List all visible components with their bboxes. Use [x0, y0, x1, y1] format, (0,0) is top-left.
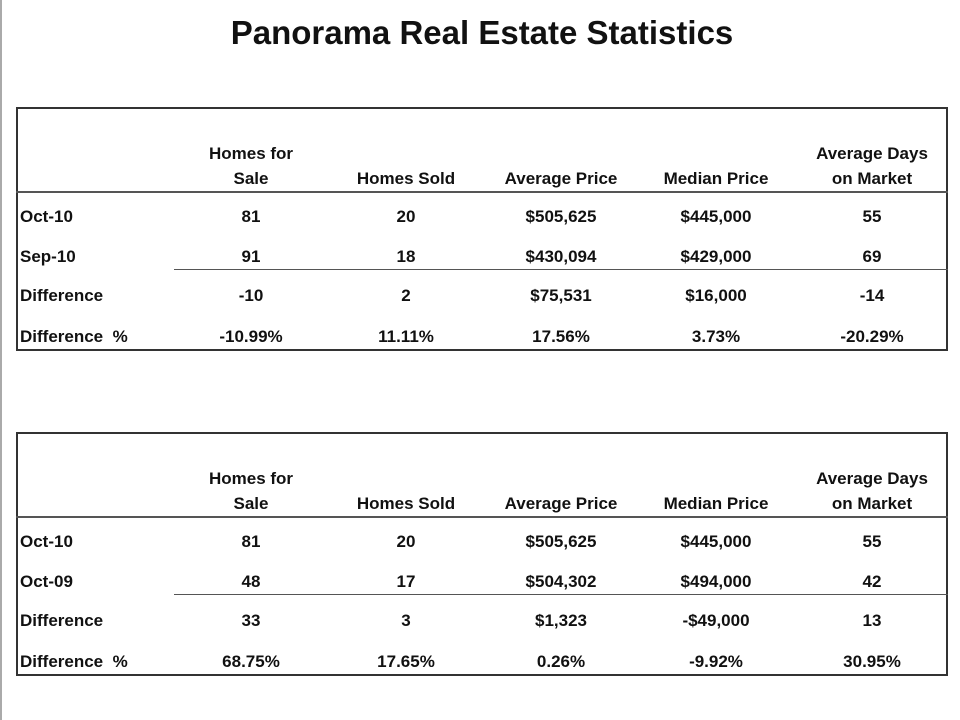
data-cell: 2 [401, 286, 411, 305]
row-label: Difference [20, 611, 104, 630]
column-header: Average Price [504, 169, 618, 188]
data-cell: -10 [238, 286, 264, 305]
column-header: Median Price [663, 169, 769, 188]
data-cell: $16,000 [685, 286, 747, 305]
data-cell: -$49,000 [682, 611, 750, 630]
column-header: Homes Sold [356, 169, 456, 188]
data-cell: $430,094 [525, 247, 597, 266]
data-cell: $505,625 [525, 207, 597, 226]
data-cell: 20 [396, 532, 416, 551]
data-cell: $445,000 [680, 532, 752, 551]
data-cell: -14 [859, 286, 885, 305]
data-cell: $75,531 [530, 286, 592, 305]
data-cell: 30.95% [843, 652, 901, 671]
header-rule [16, 516, 948, 518]
data-cell: 17.56% [532, 327, 590, 346]
row-label: Oct-10 [20, 532, 73, 551]
row-label: Difference [20, 286, 104, 305]
column-header: on Market [831, 494, 913, 513]
column-header: Median Price [663, 494, 769, 513]
column-header: Average Days [816, 469, 928, 488]
difference-rule [174, 269, 948, 270]
row-label: Difference % [20, 652, 128, 671]
data-cell: 3.73% [691, 327, 741, 346]
column-header: Homes for [208, 469, 294, 488]
column-header: Sale [233, 169, 269, 188]
data-cell: 55 [862, 532, 882, 551]
row-label: Difference % [20, 327, 128, 346]
data-cell: 42 [862, 572, 882, 591]
data-cell: 68.75% [222, 652, 280, 671]
difference-rule [174, 594, 948, 595]
data-cell: $445,000 [680, 207, 752, 226]
data-cell: 48 [241, 572, 261, 591]
data-cell: 20 [396, 207, 416, 226]
column-header: Average Price [504, 494, 618, 513]
data-cell: -10.99% [219, 327, 283, 346]
data-cell: -20.29% [840, 327, 904, 346]
column-header: on Market [831, 169, 913, 188]
data-cell: $504,302 [525, 572, 597, 591]
data-cell: 69 [862, 247, 882, 266]
data-cell: 91 [241, 247, 261, 266]
row-label: Oct-10 [20, 207, 73, 226]
data-cell: 11.11% [378, 327, 434, 346]
data-cell: 0.26% [536, 652, 586, 671]
data-cell: 18 [396, 247, 416, 266]
data-cell: $429,000 [680, 247, 752, 266]
data-cell: 17.65% [377, 652, 435, 671]
column-header: Homes Sold [356, 494, 456, 513]
column-header: Homes for [208, 144, 294, 163]
data-cell: 17 [396, 572, 416, 591]
data-cell: 33 [241, 611, 261, 630]
column-header: Sale [233, 494, 269, 513]
data-cell: 81 [241, 532, 261, 551]
data-cell: 13 [862, 611, 882, 630]
row-label: Oct-09 [20, 572, 73, 591]
data-cell: 3 [401, 611, 411, 630]
table-frame [16, 107, 948, 351]
table-frame [16, 432, 948, 676]
title: Panorama Real Estate Statistics [230, 14, 734, 51]
data-cell: $505,625 [525, 532, 597, 551]
row-label: Sep-10 [20, 247, 76, 266]
column-header: Average Days [816, 144, 928, 163]
data-cell: -9.92% [689, 652, 743, 671]
data-cell: 81 [241, 207, 261, 226]
data-cell: $494,000 [680, 572, 752, 591]
data-cell: 55 [862, 207, 882, 226]
header-rule [16, 191, 948, 193]
data-cell: $1,323 [535, 611, 587, 630]
